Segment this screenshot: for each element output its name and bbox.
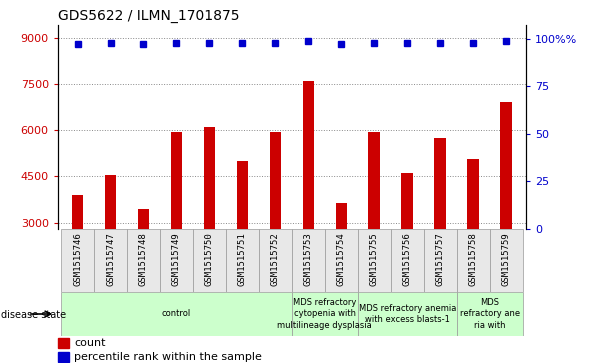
Text: MDS refractory
cytopenia with
multilineage dysplasia: MDS refractory cytopenia with multilinea…	[277, 298, 372, 330]
Bar	[292, 292, 358, 336]
Bar	[500, 102, 512, 315]
Bar	[269, 132, 281, 315]
Bar	[358, 229, 391, 292]
Text: GSM1515753: GSM1515753	[304, 232, 313, 286]
Bar	[226, 229, 259, 292]
Bar	[94, 229, 127, 292]
Bar	[457, 229, 489, 292]
Bar	[336, 203, 347, 315]
Text: GSM1515758: GSM1515758	[469, 232, 478, 286]
Bar	[204, 127, 215, 315]
Bar	[457, 292, 523, 336]
Bar	[325, 229, 358, 292]
Text: GSM1515752: GSM1515752	[271, 232, 280, 286]
Text: GDS5622 / ILMN_1701875: GDS5622 / ILMN_1701875	[58, 9, 240, 23]
Bar	[160, 229, 193, 292]
Bar	[237, 161, 248, 315]
Text: GSM1515754: GSM1515754	[337, 232, 346, 286]
Bar	[72, 195, 83, 315]
Bar	[58, 338, 69, 348]
Text: GSM1515751: GSM1515751	[238, 232, 247, 286]
Text: MDS refractory anemia
with excess blasts-1: MDS refractory anemia with excess blasts…	[359, 304, 456, 324]
Bar	[435, 138, 446, 315]
Text: GSM1515756: GSM1515756	[402, 232, 412, 286]
Bar	[292, 229, 325, 292]
Text: GSM1515748: GSM1515748	[139, 232, 148, 286]
Bar	[193, 229, 226, 292]
Bar	[171, 132, 182, 315]
Bar	[468, 159, 479, 315]
Bar	[137, 209, 149, 315]
Bar	[259, 229, 292, 292]
Text: GSM1515747: GSM1515747	[106, 232, 115, 286]
Bar	[61, 229, 94, 292]
Bar	[391, 229, 424, 292]
Bar	[368, 132, 380, 315]
Text: count: count	[74, 338, 106, 348]
Bar	[61, 292, 292, 336]
Bar	[127, 229, 160, 292]
Text: control: control	[162, 310, 191, 318]
Text: GSM1515746: GSM1515746	[73, 232, 82, 286]
Bar	[58, 352, 69, 362]
Bar	[303, 81, 314, 315]
Bar	[401, 173, 413, 315]
Text: GSM1515757: GSM1515757	[436, 232, 444, 286]
Text: MDS
refractory ane
ria with: MDS refractory ane ria with	[460, 298, 520, 330]
Bar	[358, 292, 457, 336]
Bar	[489, 229, 523, 292]
Text: disease state: disease state	[1, 310, 66, 320]
Text: percentile rank within the sample: percentile rank within the sample	[74, 352, 262, 362]
Text: GSM1515749: GSM1515749	[172, 232, 181, 286]
Text: GSM1515755: GSM1515755	[370, 232, 379, 286]
Bar	[424, 229, 457, 292]
Bar	[105, 175, 116, 315]
Text: GSM1515750: GSM1515750	[205, 232, 214, 286]
Text: GSM1515759: GSM1515759	[502, 232, 511, 286]
